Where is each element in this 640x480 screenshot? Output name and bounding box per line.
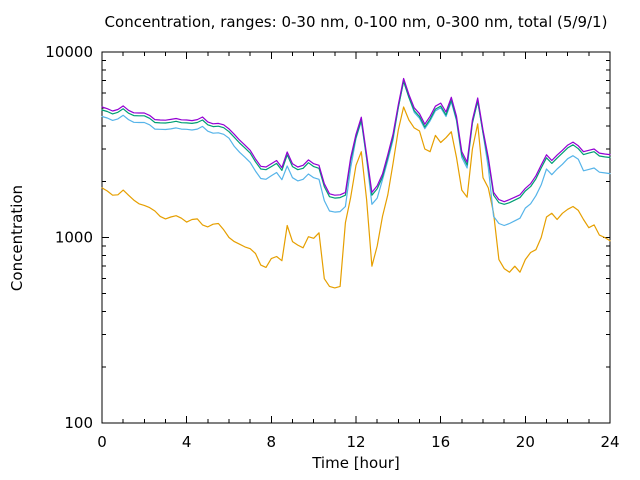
y-tick-label: 10000 [45,43,93,61]
y-tick-label: 100 [64,414,93,432]
y-tick-label: 1000 [55,229,93,247]
x-tick-label: 0 [97,433,107,451]
x-tick-label: 16 [431,433,450,451]
x-tick-label: 12 [346,433,365,451]
series-line-0-30-nm [101,106,611,289]
plot-frame [101,51,611,424]
x-axis-label: Time [hour] [311,454,400,472]
x-tick-label: 4 [182,433,192,451]
series-line-total [101,77,611,203]
tick-labels: 0 4 8 12 16 20 24 100 1000 10000 [45,43,619,451]
y-axis-label: Concentration [8,185,26,291]
series-line-0-300-nm [101,80,611,205]
chart-title: Concentration, ranges: 0-30 nm, 0-100 nm… [105,13,608,31]
x-tick-label: 24 [600,433,619,451]
x-tick-label: 8 [267,433,277,451]
x-tick-label: 20 [516,433,535,451]
axis-ticks [101,51,611,424]
series-line-0-100-nm [101,80,611,227]
